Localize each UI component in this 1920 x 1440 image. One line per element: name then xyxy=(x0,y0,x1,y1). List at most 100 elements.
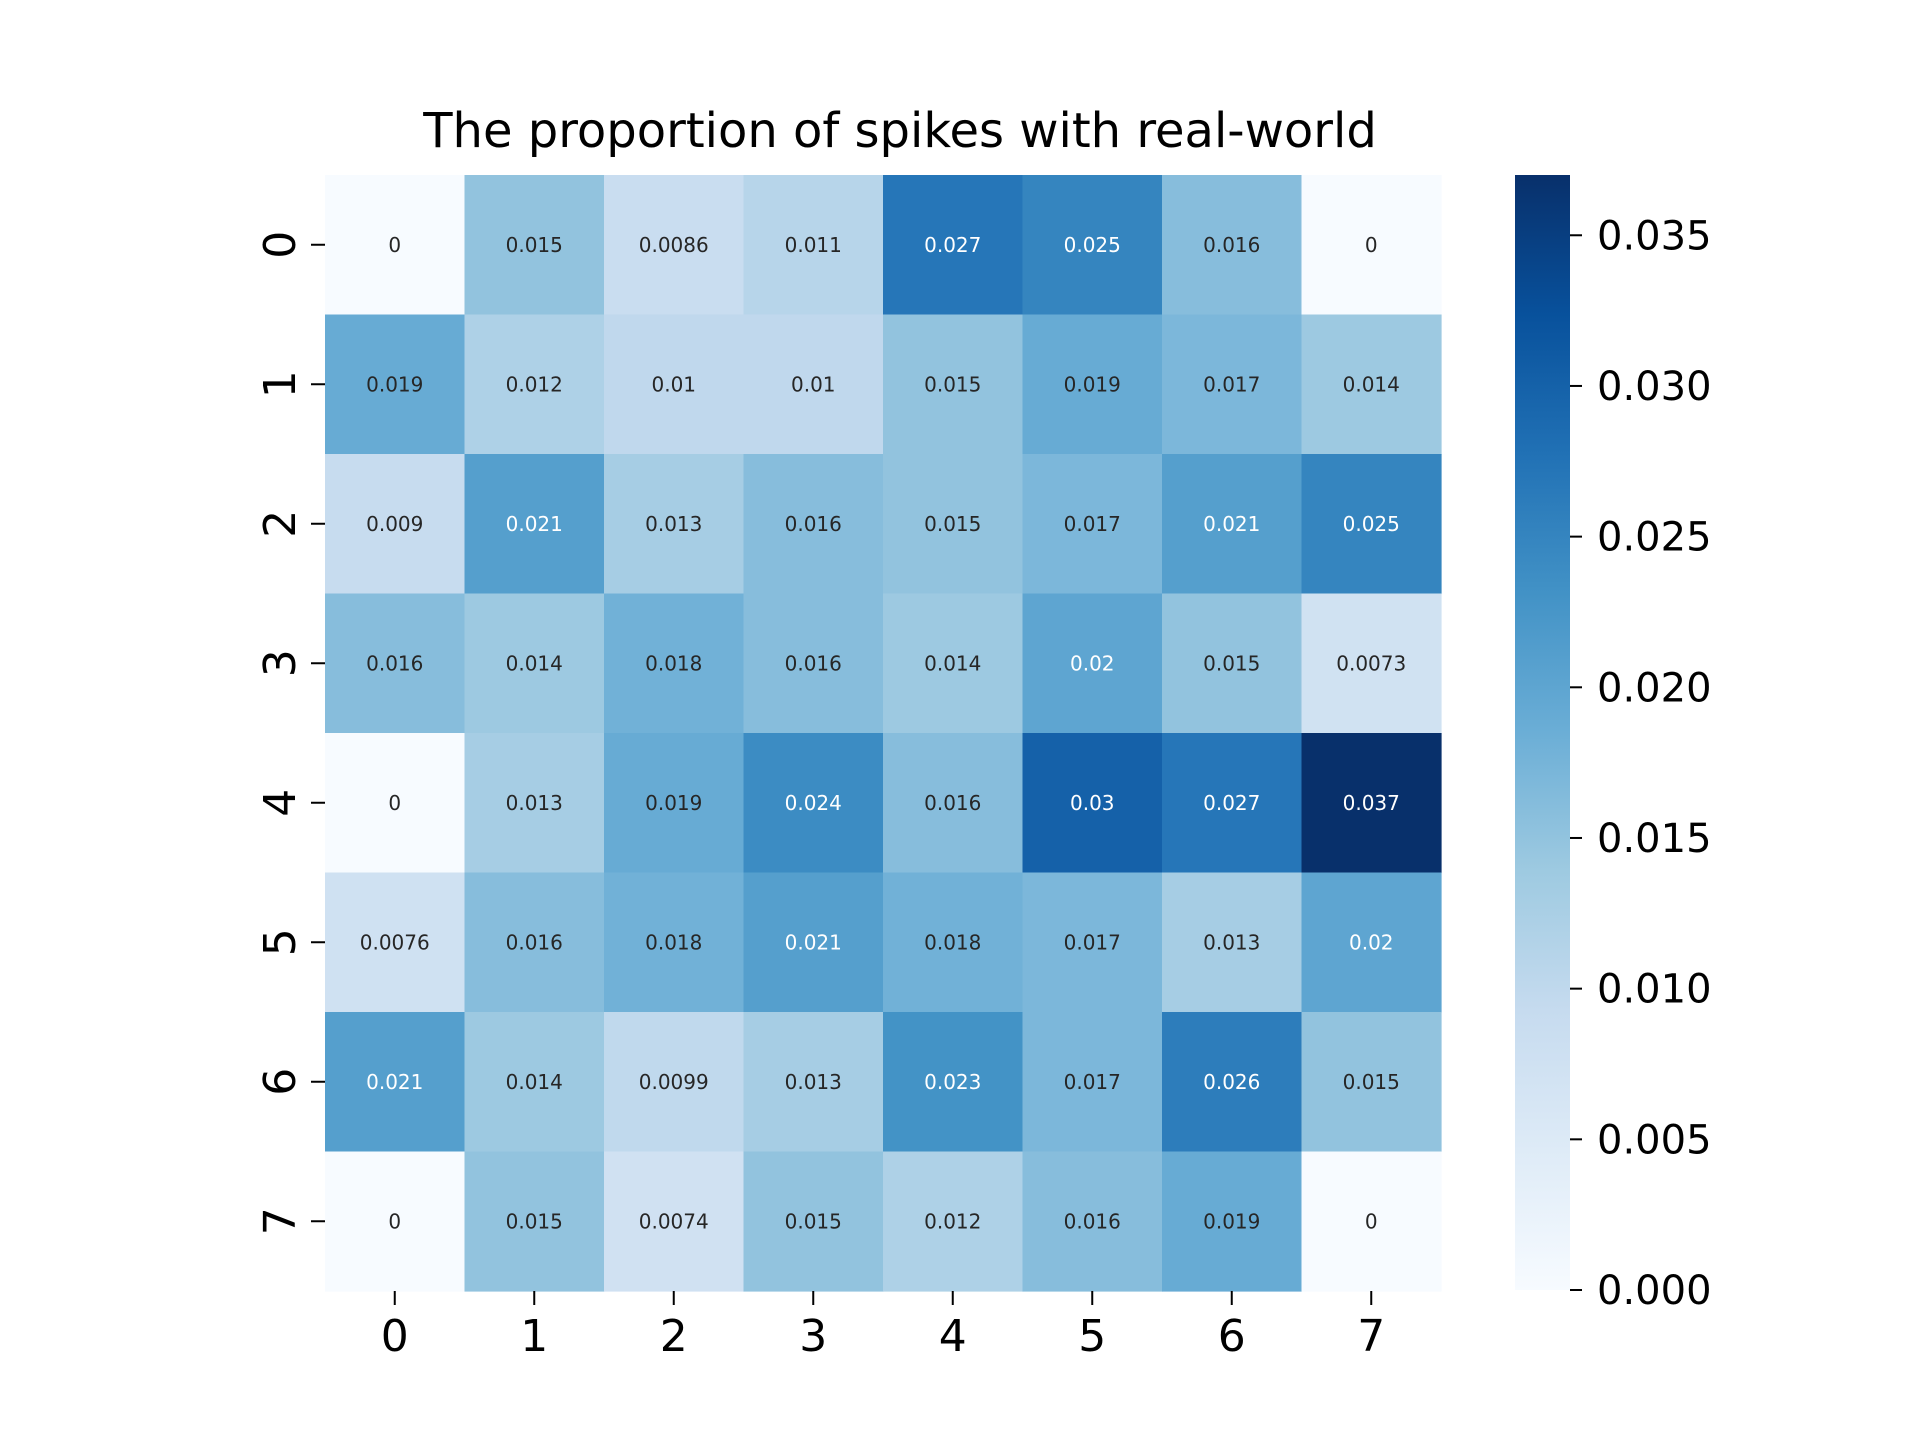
cell-label-7-1: 0.015 xyxy=(506,1209,563,1233)
heatmap-cell-1-6 xyxy=(1162,314,1303,455)
cell-label-7-7: 0 xyxy=(1365,1209,1378,1233)
cell-label-4-2: 0.019 xyxy=(645,791,702,815)
x-axis: 0 1 2 3 4 5 6 7 xyxy=(381,1291,1385,1362)
y-tick-label-2: 2 xyxy=(255,510,306,538)
heatmap-cell-2-5 xyxy=(1022,454,1163,595)
cell-label-1-0: 0.019 xyxy=(366,372,423,396)
colorbar-tick-label-1: 0.005 xyxy=(1597,1117,1712,1163)
heatmap-cell-0-5 xyxy=(1022,175,1163,316)
cell-label-2-4: 0.015 xyxy=(924,512,981,536)
heatmap-cell-0-0 xyxy=(325,175,466,316)
heatmap-cell-0-1 xyxy=(464,175,605,316)
y-axis: 0 1 2 3 4 5 6 7 xyxy=(255,231,325,1235)
cell-label-2-6: 0.021 xyxy=(1203,512,1260,536)
cell-label-0-0: 0 xyxy=(388,233,401,257)
heatmap-cell-7-3 xyxy=(743,1151,884,1292)
heatmap-cell-2-3 xyxy=(743,454,884,595)
heatmap-cell-3-7 xyxy=(1301,593,1442,734)
heatmap-cell-4-3 xyxy=(743,733,884,874)
heatmap-cell-labels: 0 0.015 0.0086 0.011 0.027 0.025 0.016 0 0.019 0.… xyxy=(360,233,1406,1234)
cell-label-1-6: 0.017 xyxy=(1203,372,1260,396)
heatmap-cell-7-4 xyxy=(883,1151,1024,1292)
cell-label-5-1: 0.016 xyxy=(506,930,563,954)
heatmap-cell-5-5 xyxy=(1022,872,1163,1013)
y-tick-label-6: 6 xyxy=(255,1068,306,1096)
cell-label-7-5: 0.016 xyxy=(1064,1209,1121,1233)
heatmap-cell-4-1 xyxy=(464,733,605,874)
colorbar: 0.000 0.005 0.010 0.015 0.020 0.025 0.030 0.035 xyxy=(1515,175,1712,1314)
heatmap-cell-6-4 xyxy=(883,1012,1024,1153)
heatmap-cell-3-1 xyxy=(464,593,605,734)
cell-label-3-4: 0.014 xyxy=(924,651,981,675)
y-tick-label-1: 1 xyxy=(255,370,306,398)
heatmap-cell-1-2 xyxy=(604,314,745,455)
colorbar-tick-label-2: 0.010 xyxy=(1597,967,1712,1013)
cell-label-6-1: 0.014 xyxy=(506,1070,563,1094)
heatmap-cell-4-2 xyxy=(604,733,745,874)
heatmap-cell-1-3 xyxy=(743,314,884,455)
heatmap-cell-6-7 xyxy=(1301,1012,1442,1153)
cell-label-6-0: 0.021 xyxy=(366,1070,423,1094)
cell-label-4-7: 0.037 xyxy=(1343,791,1400,815)
heatmap-cell-4-5 xyxy=(1022,733,1163,874)
cell-label-3-0: 0.016 xyxy=(366,651,423,675)
colorbar-tick-label-6: 0.030 xyxy=(1597,364,1712,410)
y-tick-label-7: 7 xyxy=(255,1207,306,1235)
cell-label-7-3: 0.015 xyxy=(785,1209,842,1233)
heatmap-cell-6-3 xyxy=(743,1012,884,1153)
cell-label-5-5: 0.017 xyxy=(1064,930,1121,954)
heatmap-cell-0-7 xyxy=(1301,175,1442,316)
cell-label-1-4: 0.015 xyxy=(924,372,981,396)
cell-label-5-7: 0.02 xyxy=(1349,930,1394,954)
cell-label-5-0: 0.0076 xyxy=(360,930,430,954)
cell-label-4-5: 0.03 xyxy=(1070,791,1115,815)
cell-label-4-0: 0 xyxy=(388,791,401,815)
cell-label-5-3: 0.021 xyxy=(785,930,842,954)
x-tick-label-1: 1 xyxy=(520,1311,548,1362)
cell-label-3-3: 0.016 xyxy=(785,651,842,675)
heatmap-cell-0-2 xyxy=(604,175,745,316)
cell-label-2-7: 0.025 xyxy=(1343,512,1400,536)
y-tick-label-3: 3 xyxy=(255,649,306,677)
heatmap-cell-5-0 xyxy=(325,872,466,1013)
colorbar-tick-label-4: 0.020 xyxy=(1597,665,1712,711)
x-tick-label-0: 0 xyxy=(381,1311,409,1362)
cell-label-0-6: 0.016 xyxy=(1203,233,1260,257)
heatmap-cell-2-0 xyxy=(325,454,466,595)
x-tick-label-5: 5 xyxy=(1078,1311,1106,1362)
cell-label-1-5: 0.019 xyxy=(1064,372,1121,396)
heatmap-cell-6-0 xyxy=(325,1012,466,1153)
heatmap-cell-3-5 xyxy=(1022,593,1163,734)
colorbar-tick-label-5: 0.025 xyxy=(1597,515,1712,561)
colorbar-tick-label-7: 0.035 xyxy=(1597,213,1712,259)
cell-label-0-3: 0.011 xyxy=(785,233,842,257)
cell-label-4-6: 0.027 xyxy=(1203,791,1260,815)
heatmap-cell-0-6 xyxy=(1162,175,1303,316)
cell-label-3-1: 0.014 xyxy=(506,651,563,675)
heatmap-cell-3-0 xyxy=(325,593,466,734)
heatmap-cell-6-5 xyxy=(1022,1012,1163,1153)
x-tick-label-2: 2 xyxy=(660,1311,688,1362)
cell-label-7-2: 0.0074 xyxy=(639,1209,709,1233)
heatmap-cell-1-5 xyxy=(1022,314,1163,455)
heatmap-cell-4-6 xyxy=(1162,733,1303,874)
heatmap-cell-2-7 xyxy=(1301,454,1442,595)
cell-label-0-2: 0.0086 xyxy=(639,233,709,257)
cell-label-6-5: 0.017 xyxy=(1064,1070,1121,1094)
heatmap-cell-2-6 xyxy=(1162,454,1303,595)
heatmap-cell-6-1 xyxy=(464,1012,605,1153)
heatmap-cell-3-3 xyxy=(743,593,884,734)
x-tick-label-3: 3 xyxy=(799,1311,827,1362)
heatmap-cell-4-7 xyxy=(1301,733,1442,874)
cell-label-6-7: 0.015 xyxy=(1343,1070,1400,1094)
heatmap-cell-5-7 xyxy=(1301,872,1442,1013)
heatmap-cell-4-0 xyxy=(325,733,466,874)
cell-label-7-0: 0 xyxy=(388,1209,401,1233)
x-tick-label-6: 6 xyxy=(1218,1311,1246,1362)
cell-label-2-3: 0.016 xyxy=(785,512,842,536)
cell-label-7-6: 0.019 xyxy=(1203,1209,1260,1233)
y-tick-label-4: 4 xyxy=(255,789,306,817)
cell-label-2-1: 0.021 xyxy=(506,512,563,536)
heatmap-cell-1-1 xyxy=(464,314,605,455)
